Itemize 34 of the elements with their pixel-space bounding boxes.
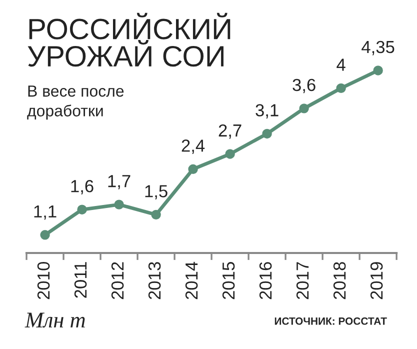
data-label: 1,1 — [34, 205, 56, 220]
point — [299, 104, 309, 114]
x-tick-label: 2010 — [37, 262, 50, 300]
data-label: 2,7 — [218, 124, 242, 139]
x-tick-label: 2012 — [111, 262, 124, 300]
x-tick-label: 2017 — [296, 262, 309, 300]
point — [151, 210, 161, 220]
point — [40, 230, 50, 240]
point — [77, 204, 87, 214]
text: Млн т — [24, 312, 85, 328]
point — [114, 200, 124, 210]
point — [373, 66, 383, 76]
x-tick-label: 2018 — [333, 262, 346, 300]
x-tick-label: 2011 — [74, 262, 87, 298]
data-label: 4 — [336, 58, 346, 71]
data-label: 3,1 — [256, 104, 278, 118]
data-label: 4,35 — [362, 40, 394, 56]
x-tick-label: 2016 — [259, 262, 272, 300]
data-label: 1,5 — [145, 185, 168, 200]
text: ИСТОЧНИК: РОССТАТ — [274, 317, 387, 325]
data-label: 3,6 — [292, 78, 316, 94]
x-tick-label: 2015 — [222, 262, 235, 300]
point — [336, 83, 346, 94]
chart-title: РОССИЙСКИЙ УРОЖАЙ СОИ — [28, 12, 230, 67]
x-tick-label: 2014 — [185, 262, 198, 300]
point — [262, 128, 272, 139]
x-tick-label: 2019 — [370, 262, 383, 300]
data-label: 1,6 — [71, 180, 94, 194]
data-label: 2,4 — [182, 140, 205, 154]
point — [225, 149, 235, 159]
point — [188, 164, 198, 174]
text: В весе после доработки — [27, 86, 124, 120]
data-label: 1,7 — [108, 175, 130, 190]
x-tick-label: 2013 — [148, 262, 161, 300]
